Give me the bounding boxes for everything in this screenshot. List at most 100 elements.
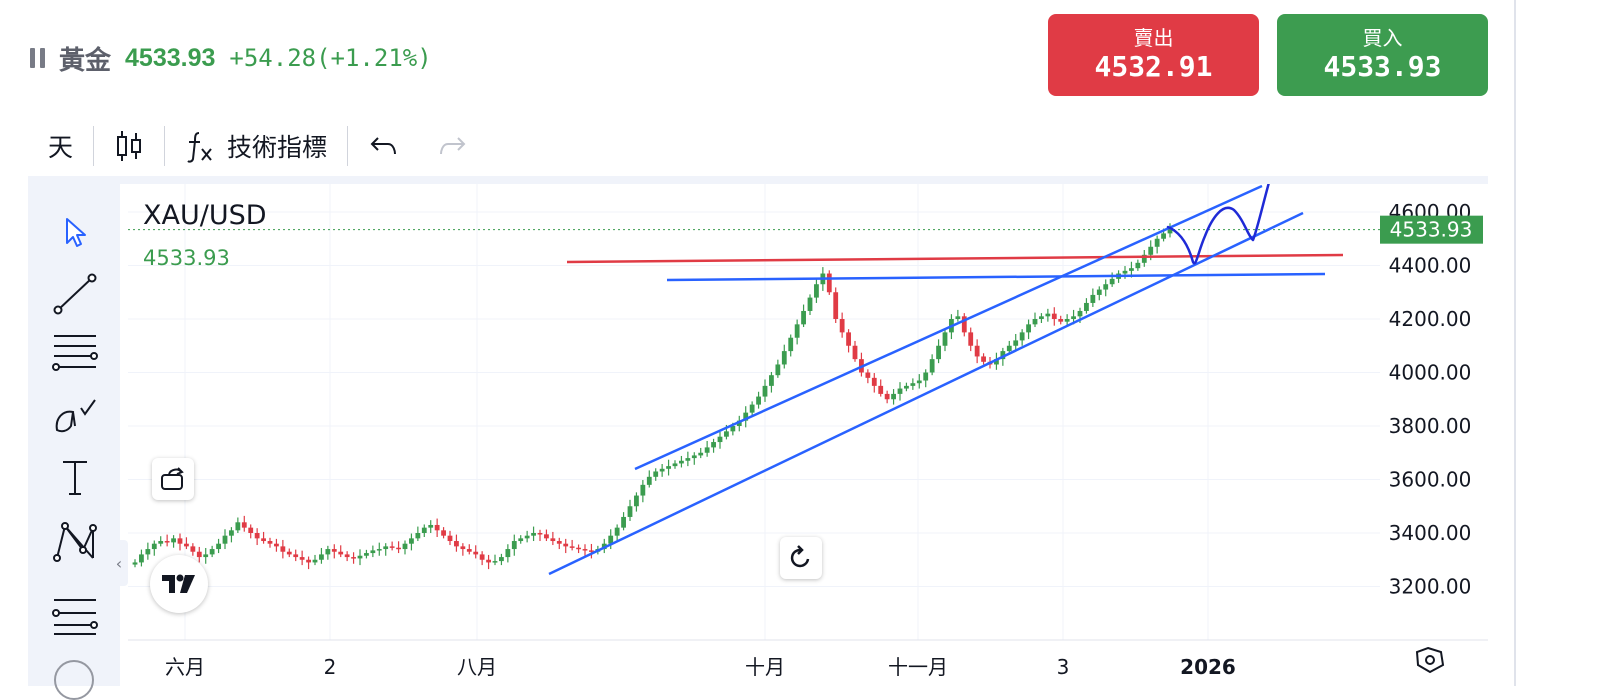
candle-body <box>511 541 517 550</box>
symbol-name[interactable]: 黃金 <box>59 45 112 76</box>
y-tick-label: 4000.00 <box>1389 361 1472 385</box>
sell-label: 賣出 <box>1133 26 1174 50</box>
chart-top-border <box>28 176 1488 184</box>
candle-body <box>852 345 858 360</box>
reset-chart-button[interactable] <box>780 537 822 579</box>
buy-button[interactable]: 買入 4533.93 <box>1277 14 1488 96</box>
candle-body <box>389 546 395 548</box>
trendline-tool[interactable] <box>48 272 102 316</box>
x-tick-label: 十一月 <box>888 655 948 679</box>
candle-body <box>280 546 286 552</box>
indicators-button[interactable]: 技術指標 <box>165 122 347 170</box>
candle-body <box>428 524 434 528</box>
candle-body <box>151 543 157 550</box>
candle-body <box>646 476 652 485</box>
text-icon <box>63 461 87 495</box>
pause-icon[interactable] <box>30 48 45 68</box>
candle-body <box>1000 351 1006 360</box>
toolbar-divider <box>93 126 95 166</box>
channel-upper-line <box>634 184 1263 471</box>
measure-icon <box>52 599 98 635</box>
candle-body <box>190 546 196 552</box>
candle-body <box>769 375 774 386</box>
candle-body <box>826 273 832 293</box>
price-chart[interactable]: 4600.004400.004200.004000.003800.003600.… <box>128 184 1488 686</box>
candle-body <box>1039 316 1044 319</box>
sell-button[interactable]: 賣出 4532.91 <box>1048 14 1259 96</box>
candle-body <box>434 524 440 531</box>
candle-body <box>942 332 948 346</box>
candle-body <box>659 468 665 472</box>
candle-body <box>679 460 684 464</box>
support-line <box>666 272 1326 282</box>
candle-body <box>627 506 633 517</box>
candle-body <box>319 554 324 560</box>
chart-type-button[interactable] <box>94 122 164 170</box>
tradingview-logo[interactable] <box>150 555 208 613</box>
brush-tool[interactable] <box>48 394 102 438</box>
undo-button[interactable] <box>348 122 418 170</box>
candle-body <box>203 554 209 558</box>
chart-symbol: XAU/USD <box>143 200 267 231</box>
y-tick-label: 4200.00 <box>1389 307 1472 331</box>
candle-body <box>968 332 974 346</box>
interval-button[interactable]: 天 <box>28 122 93 170</box>
candle-body <box>1084 302 1089 311</box>
x-tick-label: 六月 <box>165 655 205 679</box>
candle-body <box>871 377 877 386</box>
candle-body <box>904 385 909 389</box>
candle-body <box>916 380 922 384</box>
candle-body <box>492 561 498 563</box>
candle-body <box>1109 278 1115 285</box>
redo-button <box>418 122 488 170</box>
candle-body <box>1064 319 1070 322</box>
candle-body <box>807 297 813 311</box>
candle-body <box>1154 238 1160 247</box>
measure-tool[interactable] <box>48 594 102 638</box>
x-tick-label: 3 <box>1057 655 1070 679</box>
collapse-toolbar-button[interactable]: ‹ <box>110 540 128 586</box>
settings-hex-center <box>1425 655 1435 665</box>
text-tool[interactable] <box>48 456 102 500</box>
fib-tool[interactable] <box>48 330 102 374</box>
candle-body <box>955 316 961 319</box>
candle-body <box>415 533 421 539</box>
candle-body <box>1167 229 1173 234</box>
tv-logo-icon <box>162 574 195 593</box>
candle-body <box>216 543 221 550</box>
candle-body <box>402 543 408 550</box>
candle-body <box>344 554 350 558</box>
candle-body <box>910 383 916 386</box>
candle-body <box>241 522 247 528</box>
scale-lock-button[interactable] <box>152 458 194 500</box>
candle-body <box>878 385 884 394</box>
indicators-label: 技術指標 <box>227 133 328 162</box>
candle-body <box>383 546 389 550</box>
candle-body <box>653 471 659 477</box>
interval-label: 天 <box>48 133 74 162</box>
candle-body <box>563 543 569 547</box>
candle-body <box>736 420 742 426</box>
candle-body <box>518 538 524 542</box>
hand-drawn-forecast-arrow <box>1166 184 1270 265</box>
candle-body <box>788 337 794 352</box>
candle-body <box>376 549 382 551</box>
buy-label: 買入 <box>1362 26 1403 50</box>
candle-body <box>460 546 466 550</box>
candle-body <box>524 535 530 539</box>
settings-hex-icon <box>1415 646 1445 674</box>
pattern-tool[interactable] <box>48 520 102 564</box>
chart-last-price: 4533.93 <box>143 246 230 270</box>
candle-body <box>884 393 890 400</box>
candle-body <box>556 541 562 544</box>
candle-body <box>923 372 929 381</box>
cursor-tool[interactable] <box>48 210 102 254</box>
candle-body <box>756 396 761 405</box>
candle-body <box>325 549 331 555</box>
candle-body <box>1148 246 1154 255</box>
candle-body <box>338 551 344 555</box>
chart-toolbar: 天 技術指標 <box>28 122 488 170</box>
candle-body <box>222 535 228 544</box>
y-tick-label: 3600.00 <box>1389 468 1472 492</box>
emoji-tool[interactable] <box>54 660 94 700</box>
